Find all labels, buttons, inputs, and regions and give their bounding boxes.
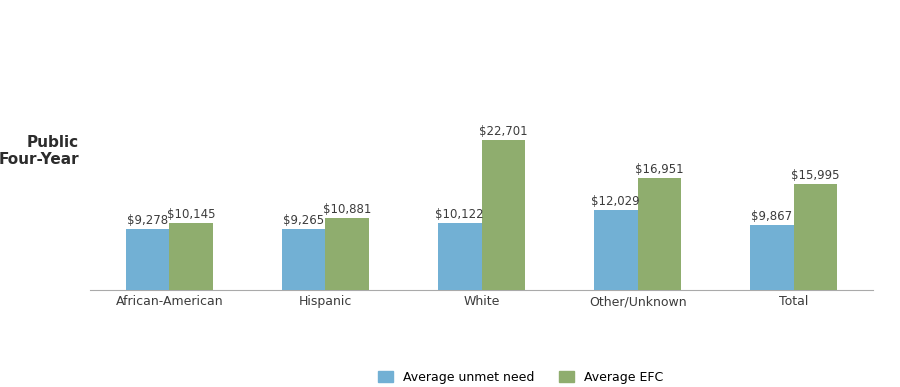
Bar: [482, 140, 526, 290]
Text: $16,951: $16,951: [635, 163, 684, 176]
Bar: [594, 211, 637, 290]
Text: $10,881: $10,881: [323, 203, 372, 216]
Bar: [750, 225, 794, 290]
Bar: [794, 184, 837, 290]
Bar: [637, 178, 681, 290]
Bar: [282, 229, 326, 290]
Bar: [437, 223, 482, 290]
Text: $9,867: $9,867: [752, 210, 792, 223]
Text: $12,029: $12,029: [591, 195, 640, 209]
Bar: [126, 229, 169, 290]
Text: $22,701: $22,701: [479, 125, 527, 138]
Text: $9,265: $9,265: [283, 214, 324, 227]
Text: $10,122: $10,122: [436, 208, 484, 221]
Bar: [326, 218, 369, 290]
Text: $9,278: $9,278: [127, 214, 168, 227]
Bar: [169, 223, 213, 290]
Y-axis label: Public
Four-Year: Public Four-Year: [0, 135, 79, 167]
Legend: Average unmet need, Average EFC: Average unmet need, Average EFC: [372, 365, 670, 387]
Text: $10,145: $10,145: [166, 208, 215, 221]
Text: $15,995: $15,995: [791, 169, 840, 182]
